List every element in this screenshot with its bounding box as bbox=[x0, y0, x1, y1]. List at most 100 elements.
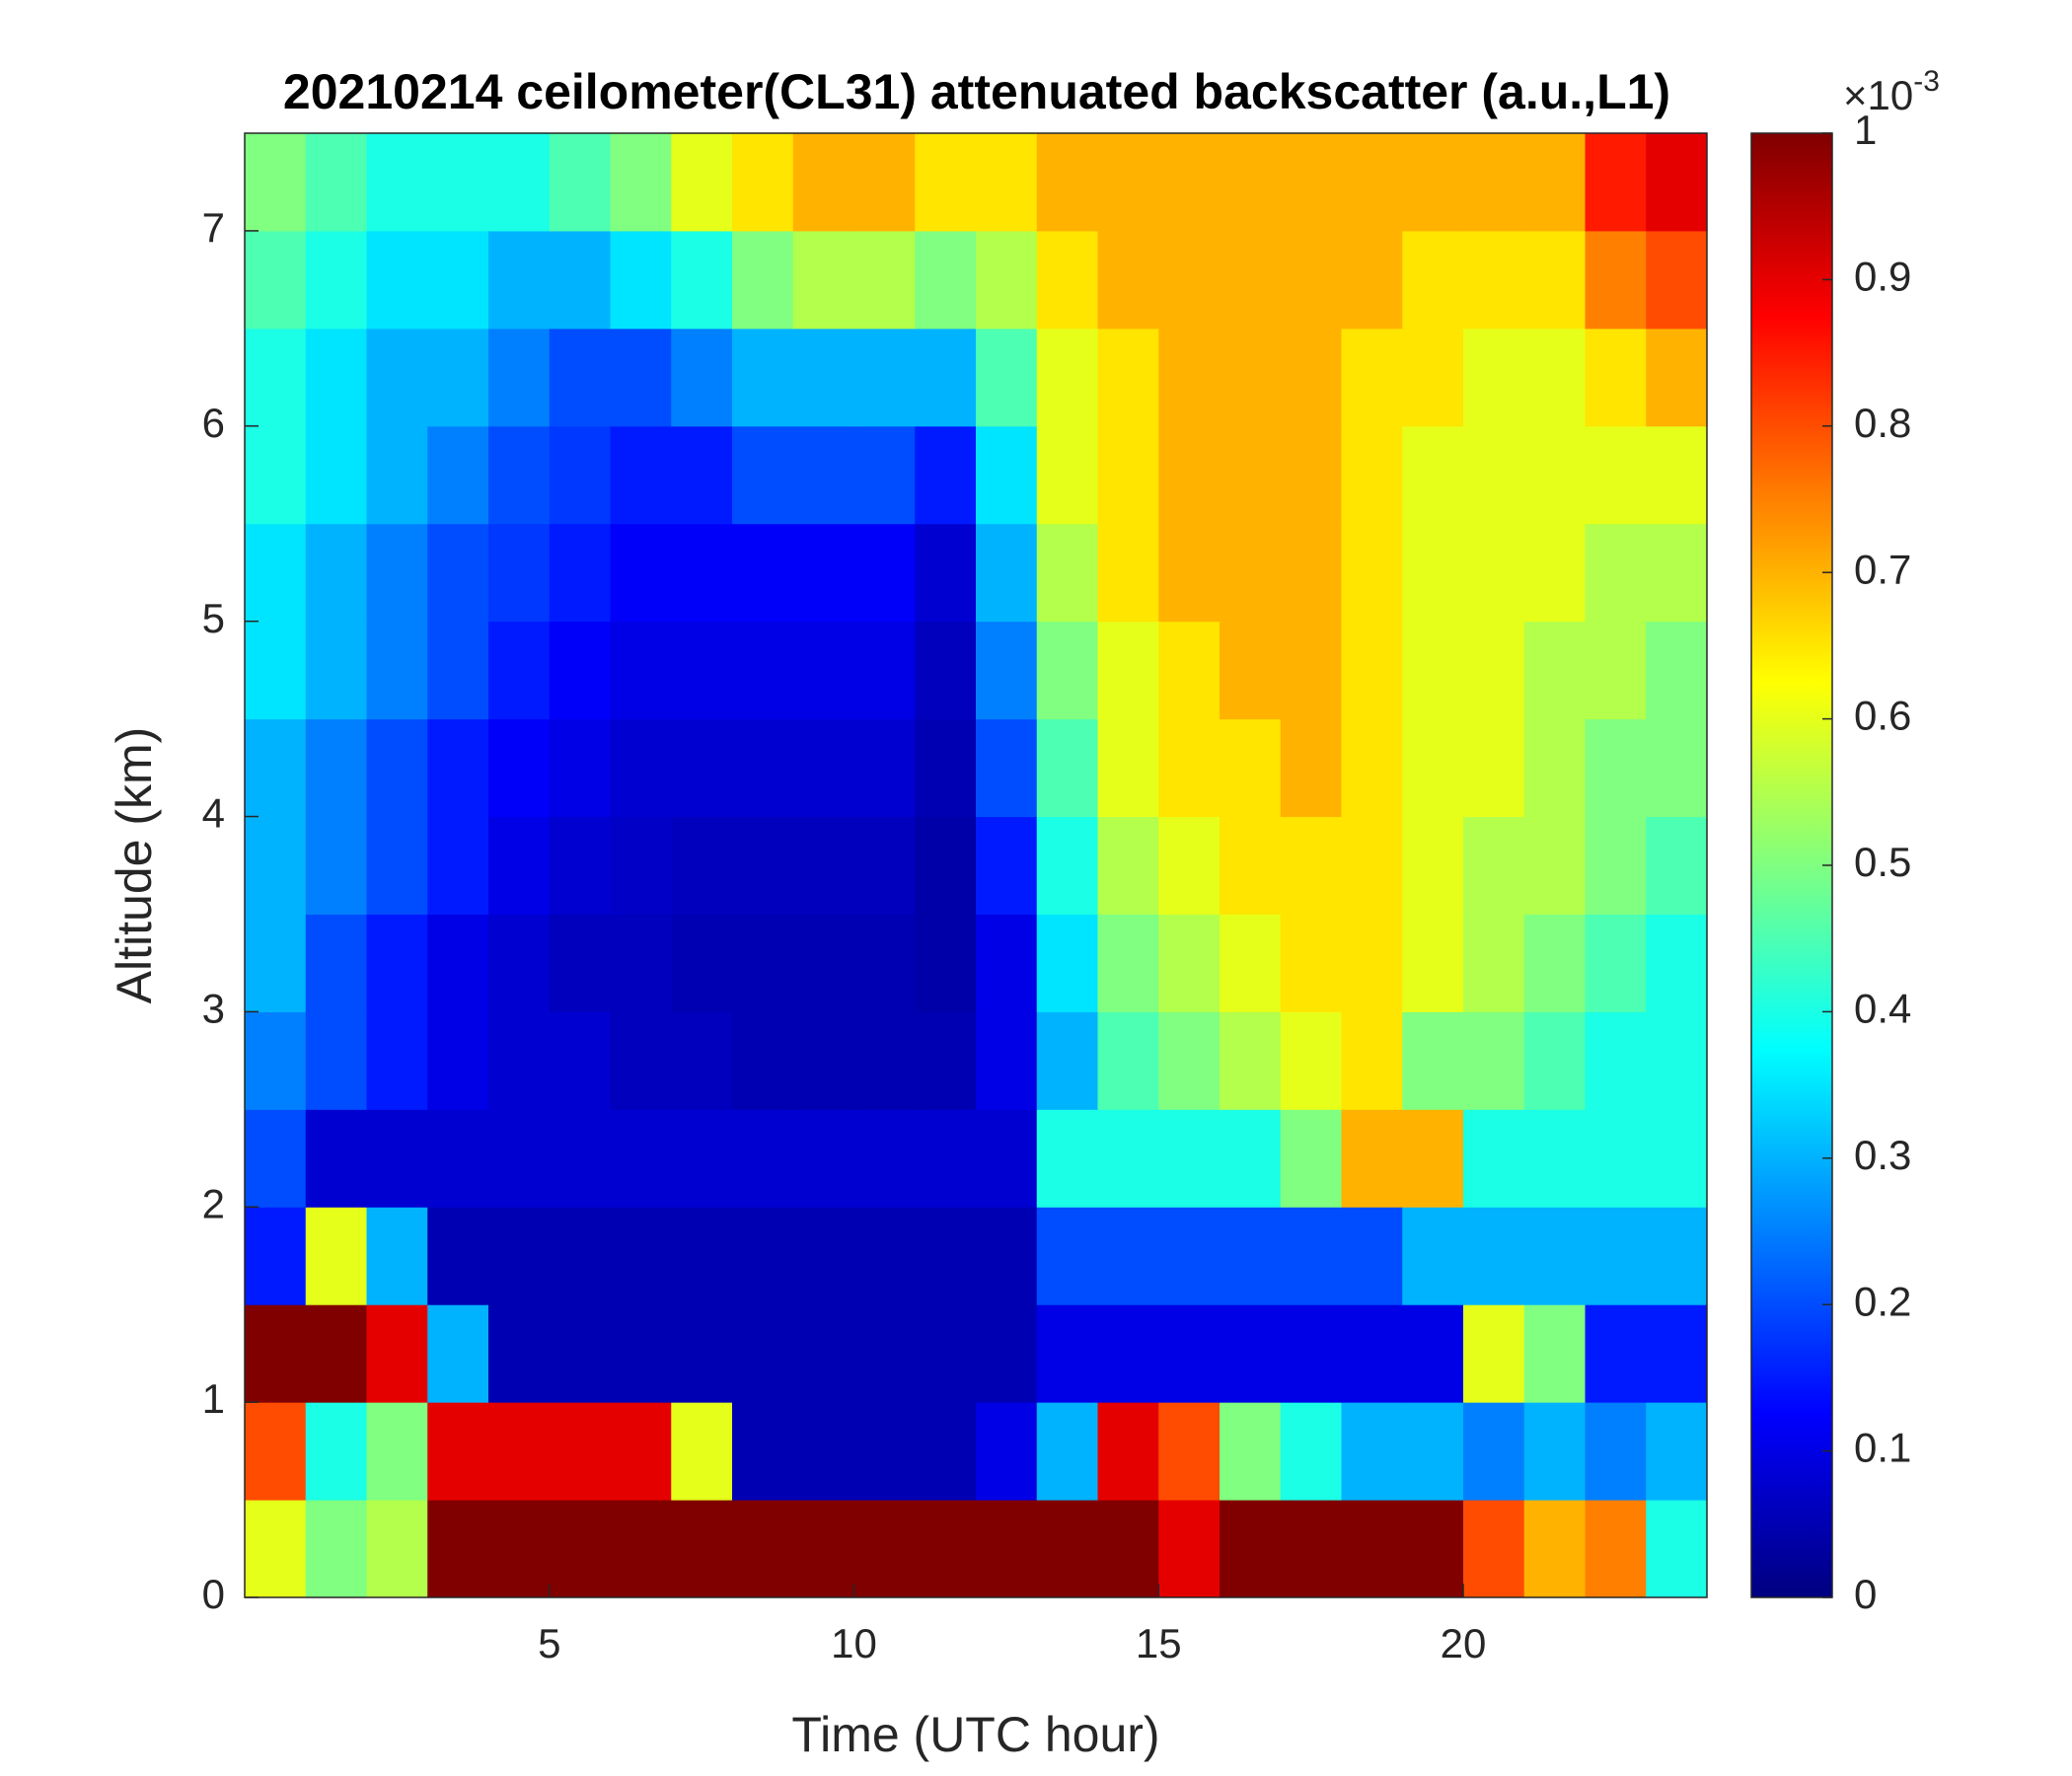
heatmap-cell bbox=[1036, 1402, 1098, 1501]
heatmap-cell bbox=[1097, 133, 1159, 232]
exponent-power: -3 bbox=[1913, 65, 1940, 98]
heatmap-cell bbox=[792, 425, 854, 525]
heatmap-cell bbox=[245, 1304, 307, 1403]
heatmap-cell bbox=[1523, 621, 1586, 720]
heatmap-cell bbox=[488, 914, 551, 1012]
heatmap-cell bbox=[366, 230, 428, 330]
heatmap-cell bbox=[1280, 1402, 1342, 1501]
heatmap-cell bbox=[1097, 816, 1159, 915]
heatmap-cell bbox=[305, 914, 367, 1012]
heatmap-cell bbox=[1463, 816, 1525, 915]
heatmap-cell bbox=[1036, 1207, 1098, 1305]
heatmap-cell bbox=[1158, 425, 1221, 525]
x-axis-label: Time (UTC hour) bbox=[791, 1707, 1159, 1762]
heatmap-cell bbox=[1402, 1304, 1464, 1403]
y-tick-label: 2 bbox=[202, 1180, 225, 1226]
heatmap-cell bbox=[1097, 718, 1159, 818]
heatmap-cell bbox=[1341, 1500, 1403, 1598]
heatmap-cell bbox=[671, 1402, 733, 1501]
heatmap-cell bbox=[976, 1304, 1038, 1403]
heatmap-cell bbox=[1402, 621, 1464, 720]
heatmap-cell bbox=[915, 425, 977, 525]
heatmap-cell bbox=[1280, 133, 1342, 232]
heatmap-cell bbox=[1158, 1207, 1221, 1305]
heatmap-cell bbox=[245, 1011, 307, 1110]
heatmap-cell bbox=[1341, 1304, 1403, 1403]
colorbar-exponent: ×10-3 bbox=[1843, 65, 1940, 118]
heatmap-cell bbox=[245, 230, 307, 330]
heatmap-cell bbox=[853, 230, 916, 330]
colorbar-tick-label: 0.1 bbox=[1854, 1425, 1911, 1471]
heatmap-cell bbox=[1280, 1304, 1342, 1403]
heatmap-cell bbox=[1463, 230, 1525, 330]
heatmap-cell bbox=[671, 523, 733, 623]
colorbar-tick-label: 0.5 bbox=[1854, 839, 1911, 885]
heatmap-cell bbox=[915, 621, 977, 720]
heatmap-cell bbox=[1097, 1207, 1159, 1305]
heatmap-cell bbox=[853, 621, 916, 720]
heatmap-cell bbox=[1402, 133, 1464, 232]
heatmap-cell bbox=[1585, 621, 1647, 720]
heatmap-cell bbox=[1280, 425, 1342, 525]
heatmap-cell bbox=[792, 328, 854, 427]
heatmap-cell bbox=[1220, 328, 1282, 427]
heatmap-cell bbox=[1402, 230, 1464, 330]
heatmap-cell bbox=[853, 1304, 916, 1403]
heatmap-cell bbox=[1646, 621, 1708, 720]
heatmap-cell bbox=[1402, 1207, 1464, 1305]
heatmap-cell bbox=[1402, 718, 1464, 818]
heatmap-cell bbox=[732, 914, 794, 1012]
heatmap-cell bbox=[976, 133, 1038, 232]
heatmap-cell bbox=[1341, 230, 1403, 330]
heatmap-cell bbox=[427, 230, 489, 330]
heatmap-cell bbox=[1280, 1207, 1342, 1305]
heatmap-cell bbox=[853, 328, 916, 427]
heatmap-cell bbox=[610, 914, 672, 1012]
heatmap-cell bbox=[853, 718, 916, 818]
heatmap-cell bbox=[976, 621, 1038, 720]
heatmap-cell bbox=[610, 621, 672, 720]
heatmap-cell bbox=[732, 1011, 794, 1110]
heatmap-cell bbox=[1036, 328, 1098, 427]
heatmap-cell bbox=[1280, 1011, 1342, 1110]
heatmap-cell bbox=[915, 1011, 977, 1110]
heatmap-cell bbox=[1158, 1011, 1221, 1110]
heatmap-cell bbox=[732, 1402, 794, 1501]
heatmap-cell bbox=[915, 816, 977, 915]
heatmap-cell bbox=[488, 1011, 551, 1110]
heatmap-cell bbox=[366, 328, 428, 427]
heatmap-cell bbox=[1341, 621, 1403, 720]
heatmap-cell bbox=[732, 1500, 794, 1598]
heatmap-cell bbox=[1646, 133, 1708, 232]
heatmap-cell bbox=[1341, 1011, 1403, 1110]
heatmap-cell bbox=[1280, 621, 1342, 720]
heatmap-cell bbox=[1463, 328, 1525, 427]
heatmap-cell bbox=[792, 718, 854, 818]
heatmap-cell bbox=[549, 914, 611, 1012]
heatmap-cell bbox=[245, 328, 307, 427]
heatmap-cell bbox=[610, 1207, 672, 1305]
colorbar-tick-label: 0 bbox=[1854, 1571, 1877, 1617]
heatmap-cell bbox=[1220, 914, 1282, 1012]
y-axis-label: Altitude (km) bbox=[107, 727, 162, 1004]
heatmap-cell bbox=[427, 1402, 489, 1501]
heatmap-cell bbox=[1158, 816, 1221, 915]
heatmap-cell bbox=[1463, 1500, 1525, 1598]
heatmap-cell bbox=[1158, 133, 1221, 232]
heatmap-cell bbox=[610, 816, 672, 915]
heatmap-cell bbox=[1523, 1011, 1586, 1110]
heatmap-cell bbox=[1220, 718, 1282, 818]
heatmap-cell bbox=[792, 1109, 854, 1208]
heatmap-cell bbox=[488, 230, 551, 330]
heatmap-cell bbox=[915, 133, 977, 232]
heatmap-cell bbox=[549, 1011, 611, 1110]
heatmap-cell bbox=[1036, 1011, 1098, 1110]
heatmap-cell bbox=[488, 1304, 551, 1403]
heatmap-cell bbox=[305, 1011, 367, 1110]
heatmap-cell bbox=[1280, 230, 1342, 330]
heatmap-cell bbox=[1158, 1402, 1221, 1501]
heatmap-cell bbox=[1463, 1402, 1525, 1501]
heatmap-cell bbox=[915, 1207, 977, 1305]
heatmap-cell bbox=[1280, 523, 1342, 623]
heatmap-cell bbox=[671, 133, 733, 232]
